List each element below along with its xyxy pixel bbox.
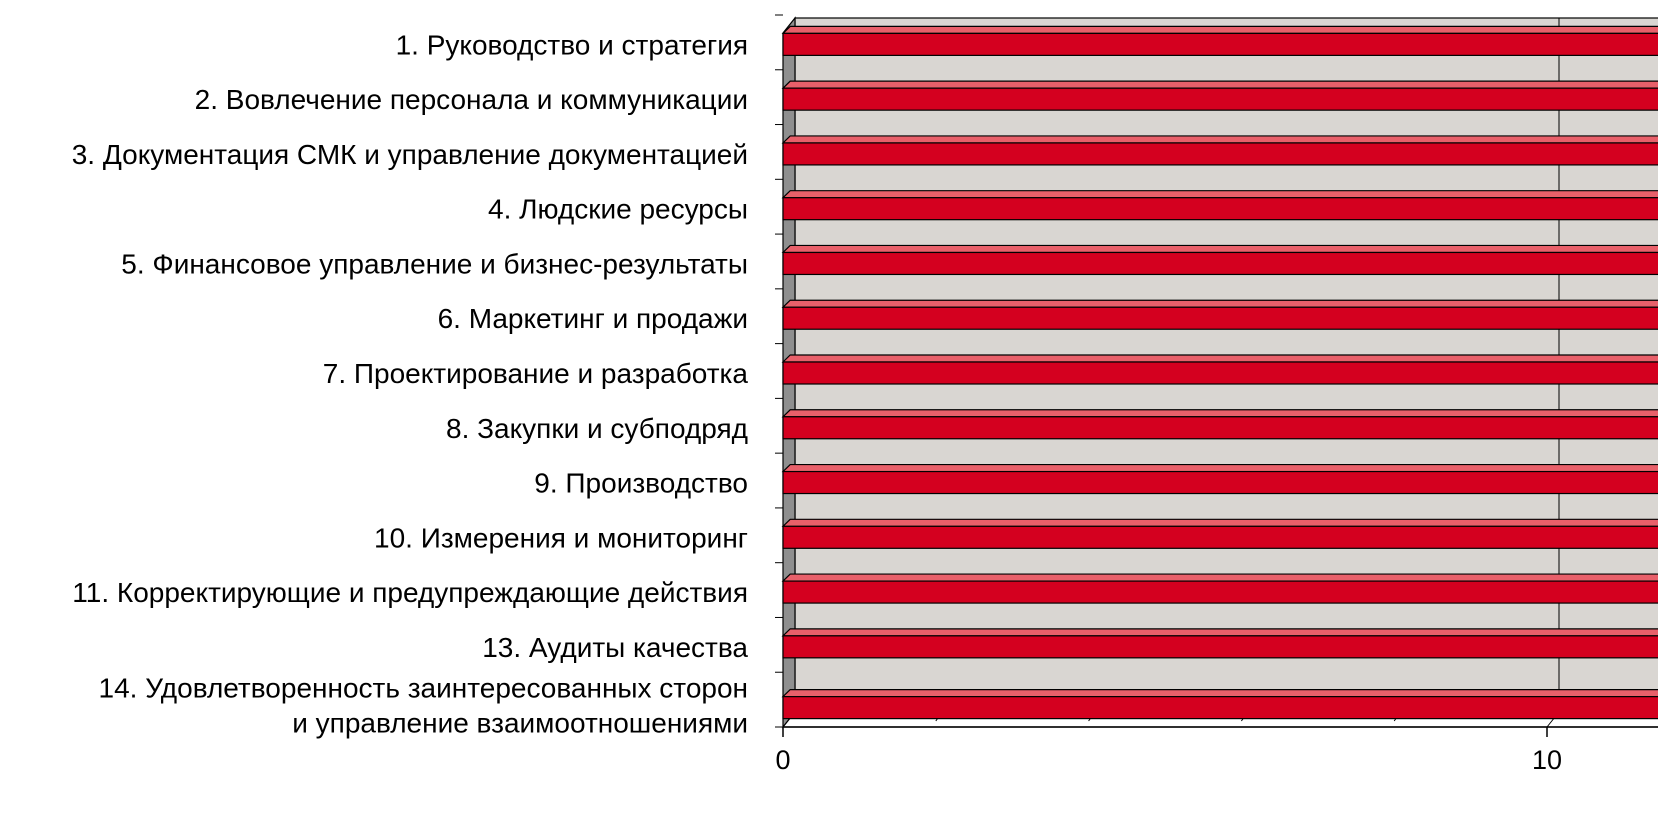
bar-top (781, 628, 1658, 637)
category-label: 3. Документация СМК и управление докумен… (72, 139, 748, 170)
bar-top (781, 25, 1658, 34)
category-label: 8. Закупки и субподряд (446, 413, 748, 444)
bar-top (781, 518, 1658, 527)
bar (782, 32, 1658, 56)
bar-top (781, 689, 1658, 698)
bar (782, 635, 1658, 659)
bar-top (781, 190, 1658, 199)
category-label: 5. Финансовое управление и бизнес-резуль… (121, 248, 748, 279)
bar (782, 306, 1658, 330)
bar (782, 361, 1658, 385)
bar (782, 87, 1658, 111)
bar-top (781, 299, 1658, 308)
category-label: 14. Удовлетворенность заинтересованных с… (99, 673, 749, 704)
category-label: 7. Проектирование и разработка (323, 358, 749, 389)
category-label: 4. Людские ресурсы (488, 194, 748, 225)
x-tick-label: 0 (775, 745, 790, 775)
category-label: 10. Измерения и мониторинг (374, 522, 748, 553)
category-label: 9. Производство (534, 468, 748, 499)
bar-top (781, 354, 1658, 363)
bar (782, 470, 1658, 495)
bar-top (781, 80, 1658, 89)
bar (782, 525, 1658, 549)
bar (782, 416, 1658, 440)
bar-top (781, 463, 1658, 473)
category-label: 13. Аудиты качества (482, 632, 748, 663)
bar (782, 251, 1658, 276)
bar-top (781, 573, 1658, 582)
category-label: 6. Маркетинг и продажи (438, 303, 748, 334)
category-label: и управление взаимоотношениями (292, 708, 748, 739)
category-label: 11. Корректирующие и предупреждающие дей… (72, 577, 748, 608)
bar-top (781, 135, 1658, 144)
x-tick-label: 10 (1532, 745, 1562, 775)
category-label: 1. Руководство и стратегия (396, 29, 748, 60)
bar (782, 696, 1658, 720)
bar-top (781, 244, 1658, 254)
bar (782, 580, 1658, 604)
bar (782, 197, 1658, 221)
category-label: 2. Вовлечение персонала и коммуникации (195, 84, 748, 115)
bar (782, 142, 1658, 166)
bar-top (781, 409, 1658, 418)
